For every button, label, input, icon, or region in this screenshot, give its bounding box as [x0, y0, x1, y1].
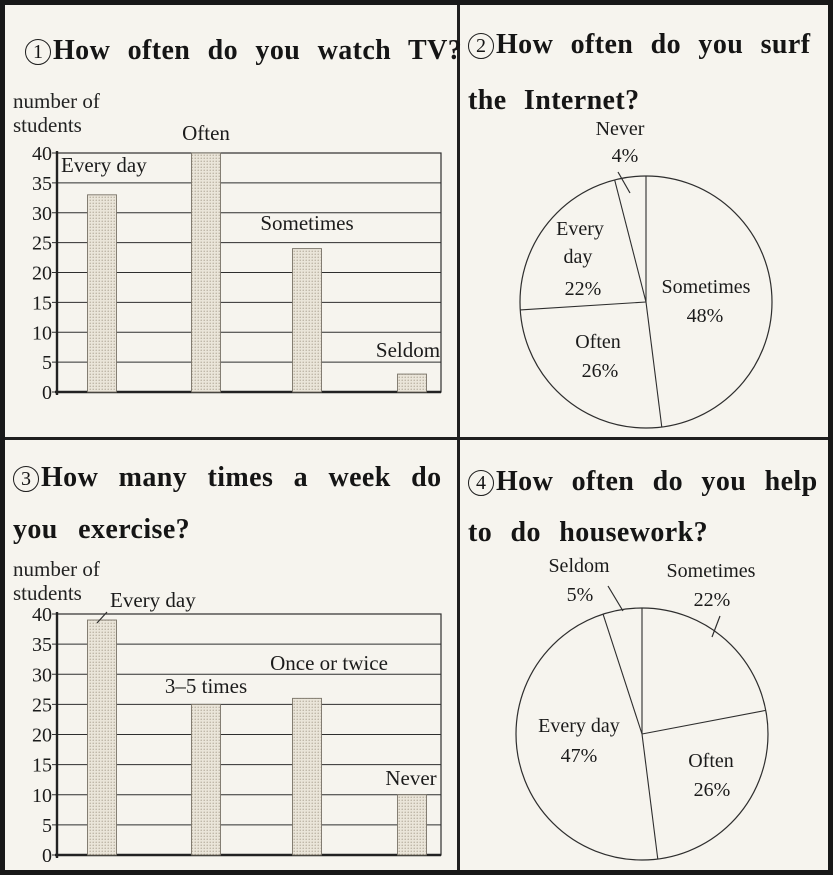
slice-boundary: [520, 301, 647, 311]
leader-line: [617, 171, 631, 194]
y-axis-label-1-line-1: number of: [13, 89, 100, 113]
slice-boundary: [602, 613, 643, 735]
bar-1: [191, 703, 221, 856]
slice-label: Seldom: [548, 555, 610, 577]
y-axis-label-3-line-1: number of: [13, 557, 100, 581]
question-title-1-line-1: How often do you watch TV?: [53, 35, 463, 66]
y-tick-label: 25: [32, 233, 52, 255]
question-title-1: 1 How often do you watch TV?: [25, 35, 462, 67]
slice-label: 48%: [687, 305, 724, 327]
question-title-3-line-2: you exercise?: [13, 514, 191, 545]
slice-label: 22%: [565, 278, 602, 300]
y-tick-label: 20: [32, 725, 52, 747]
y-axis-label-1: number of students: [13, 89, 100, 137]
bar-chart-watch-tv: 0 5 10 15 20 25 30 35 40 Every day Often Sometimes S…: [32, 121, 442, 404]
circled-number-1: 1: [25, 39, 51, 65]
slice-label: Sometimes: [667, 560, 756, 582]
y-tick-label: 25: [32, 694, 52, 716]
y-tick-label: 5: [42, 352, 52, 374]
question-title-3: 3 How many times a week do you exercise?: [13, 452, 441, 556]
y-axis-label-3-line-2: students: [13, 581, 82, 605]
y-tick-label: 0: [42, 382, 52, 404]
question-title-4-line-1: How often do you help: [496, 466, 818, 497]
bar-0: [87, 619, 117, 856]
bar-category-label: Sometimes: [260, 211, 353, 235]
grid-divider-horizontal: [5, 437, 828, 440]
question-title-2-line-1: How often do you surf: [496, 29, 811, 60]
y-tick-label: 5: [42, 815, 52, 837]
panel-watch-tv: 1 How often do you watch TV? number of st…: [5, 5, 462, 437]
slice-label: 5%: [567, 584, 594, 606]
leader-line: [96, 611, 108, 624]
slice-label: Every: [556, 218, 604, 240]
slice-boundary: [614, 179, 647, 303]
y-tick-label: 40: [32, 604, 52, 626]
y-axis-label-1-line-2: students: [13, 113, 82, 137]
slice-label: 4%: [612, 145, 639, 167]
pie-chart-housework: Sometimes 22% Often 26% Every day 47% Seldom 5%: [515, 555, 769, 861]
pie-chart-surf-internet: Sometimes 48% Often 26% Every day 22% Never 4%: [519, 118, 773, 429]
y-tick-label: 35: [32, 634, 52, 656]
y-tick-label: 10: [32, 785, 52, 807]
slice-label: 26%: [694, 779, 731, 801]
bar-2: [292, 697, 322, 856]
leader-line: [607, 585, 624, 612]
slice-label: Sometimes: [662, 276, 751, 298]
panel-exercise: 3 How many times a week do you exercise? …: [5, 440, 457, 870]
y-tick-label: 30: [32, 203, 52, 225]
question-title-2: 2 How often do you surf the Internet?: [468, 17, 810, 129]
slice-label: Every day: [538, 715, 620, 737]
bar-category-label: Never: [385, 766, 436, 790]
bar-chart-exercise: 0 5 10 15 20 25 30 35 40 Every day 3–5 times Once o…: [32, 588, 442, 867]
panel-surf-internet: 2 How often do you surf the Internet? Som…: [460, 5, 828, 437]
circled-number-4: 4: [468, 470, 494, 496]
y-tick-label: 35: [32, 173, 52, 195]
y-tick-label: 20: [32, 263, 52, 285]
bar-category-label: Once or twice: [270, 651, 388, 675]
y-tick-label: 15: [32, 292, 52, 314]
bar-category-label: Often: [182, 121, 230, 145]
circled-number-3: 3: [13, 466, 39, 492]
slice-boundary: [645, 301, 663, 428]
question-title-4-line-2: to do housework?: [468, 517, 708, 548]
bar-0: [87, 194, 117, 393]
bar-category-label: 3–5 times: [165, 674, 247, 698]
slice-label: 26%: [582, 360, 619, 382]
y-tick-label: 30: [32, 664, 52, 686]
slice-label: Never: [596, 118, 645, 140]
bar-category-label: Every day: [110, 588, 196, 612]
slice-boundary: [641, 733, 659, 860]
y-tick-label: 10: [32, 322, 52, 344]
y-axis-label-3: number of students: [13, 557, 100, 605]
bar-2: [292, 248, 322, 393]
slice-label: day: [564, 246, 593, 268]
leader-line: [711, 615, 721, 638]
slice-label: Often: [575, 331, 621, 353]
bar-category-label: Seldom: [376, 338, 440, 362]
slice-label: Often: [688, 750, 734, 772]
circled-number-2: 2: [468, 33, 494, 59]
slice-label: 47%: [561, 745, 598, 767]
y-tick-label: 40: [32, 143, 52, 165]
bar-3: [397, 373, 427, 393]
slice-label: 22%: [694, 589, 731, 611]
bar-3: [397, 794, 427, 856]
question-title-3-line-1: How many times a week do: [41, 462, 442, 493]
bar-category-label: Every day: [61, 153, 147, 177]
question-title-2-line-2: the Internet?: [468, 85, 640, 116]
slice-boundary: [641, 709, 766, 735]
bar-1: [191, 152, 221, 393]
panel-housework: 4 How often do you help to do housework? …: [460, 440, 828, 870]
y-tick-label: 15: [32, 755, 52, 777]
y-tick-label: 0: [42, 845, 52, 867]
question-title-4: 4 How often do you help to do housework?: [468, 456, 818, 558]
